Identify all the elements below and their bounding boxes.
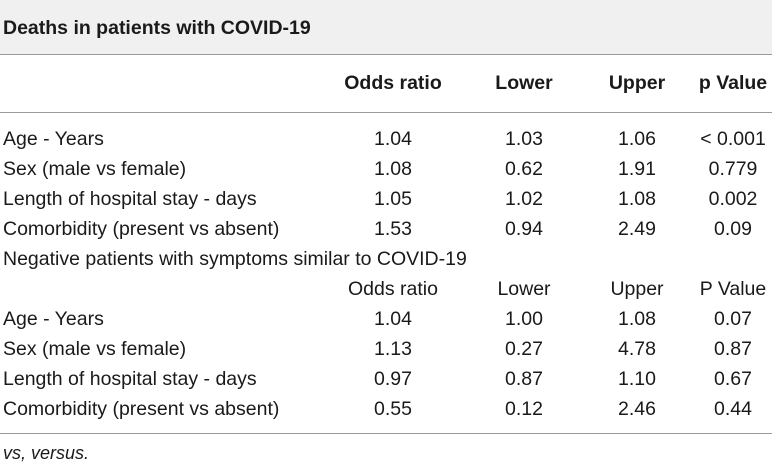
upper-cell: 4.78 <box>618 338 656 360</box>
p-value-cell: 0.07 <box>714 308 752 330</box>
header-lower: Lower <box>495 72 553 94</box>
header-odds-ratio: Odds ratio <box>348 278 438 300</box>
table-title-bar: Deaths in patients with COVID-19 <box>0 0 772 55</box>
upper-cell: 1.08 <box>618 188 656 210</box>
row-label: Age - Years <box>3 308 104 330</box>
odds-ratio-cell: 0.55 <box>374 398 412 420</box>
table-row: Age - Years 1.04 1.00 1.08 0.07 <box>0 304 772 334</box>
table-row: Sex (male vs female) 1.08 0.62 1.91 0.77… <box>0 154 772 184</box>
footnote: vs, versus. <box>3 443 90 463</box>
p-value-cell: 0.779 <box>708 158 758 180</box>
table-row: Sex (male vs female) 1.13 0.27 4.78 0.87 <box>0 334 772 364</box>
upper-cell: 1.06 <box>618 128 656 150</box>
p-value-cell: < 0.001 <box>700 128 766 150</box>
odds-ratio-cell: 1.04 <box>374 308 412 330</box>
p-value-cell: 0.87 <box>714 338 752 360</box>
header-lower: Lower <box>497 278 551 300</box>
header-upper: Upper <box>610 278 664 300</box>
row-label: Comorbidity (present vs absent) <box>3 218 280 240</box>
upper-cell: 1.08 <box>618 308 656 330</box>
section2-header-row: Odds ratio Lower Upper P Value <box>0 274 772 304</box>
lower-cell: 1.03 <box>505 128 543 150</box>
upper-cell: 1.91 <box>618 158 656 180</box>
odds-ratio-cell: 1.05 <box>374 188 412 210</box>
p-value-cell: 0.67 <box>714 368 752 390</box>
table-row: Age - Years 1.04 1.03 1.06 < 0.001 <box>0 124 772 154</box>
table-row: Length of hospital stay - days 0.97 0.87… <box>0 364 772 394</box>
header-divider <box>0 112 772 113</box>
p-value-cell: 0.44 <box>714 398 752 420</box>
row-label: Sex (male vs female) <box>3 338 187 360</box>
p-value-cell: 0.09 <box>714 218 752 240</box>
row-label: Length of hospital stay - days <box>3 368 257 390</box>
header-p-value: p Value <box>698 72 768 94</box>
table-title: Deaths in patients with COVID-19 <box>3 17 311 39</box>
upper-cell: 2.46 <box>618 398 656 420</box>
table-row: Length of hospital stay - days 1.05 1.02… <box>0 184 772 214</box>
p-value-cell: 0.002 <box>708 188 758 210</box>
header-odds-ratio: Odds ratio <box>344 72 442 94</box>
odds-ratio-cell: 1.53 <box>374 218 412 240</box>
header-upper: Upper <box>608 72 666 94</box>
section1-header-row: Odds ratio Lower Upper p Value <box>0 68 772 98</box>
bottom-divider <box>0 433 772 434</box>
row-label: Age - Years <box>3 128 104 150</box>
row-label: Sex (male vs female) <box>3 158 187 180</box>
odds-ratio-cell: 1.04 <box>374 128 412 150</box>
header-p-value: P Value <box>699 278 767 300</box>
lower-cell: 0.94 <box>505 218 543 240</box>
table-row: Comorbidity (present vs absent) 1.53 0.9… <box>0 214 772 244</box>
row-label: Length of hospital stay - days <box>3 188 257 210</box>
odds-ratio-cell: 1.13 <box>374 338 412 360</box>
lower-cell: 0.12 <box>505 398 543 420</box>
upper-cell: 1.10 <box>618 368 656 390</box>
lower-cell: 1.00 <box>505 308 543 330</box>
section2-label: Negative patients with symptoms similar … <box>3 248 467 270</box>
lower-cell: 0.87 <box>505 368 543 390</box>
odds-ratio-cell: 1.08 <box>374 158 412 180</box>
upper-cell: 2.49 <box>618 218 656 240</box>
lower-cell: 0.27 <box>505 338 543 360</box>
odds-ratio-cell: 0.97 <box>374 368 412 390</box>
lower-cell: 0.62 <box>505 158 543 180</box>
table-row: Comorbidity (present vs absent) 0.55 0.1… <box>0 394 772 424</box>
row-label: Comorbidity (present vs absent) <box>3 398 280 420</box>
lower-cell: 1.02 <box>505 188 543 210</box>
